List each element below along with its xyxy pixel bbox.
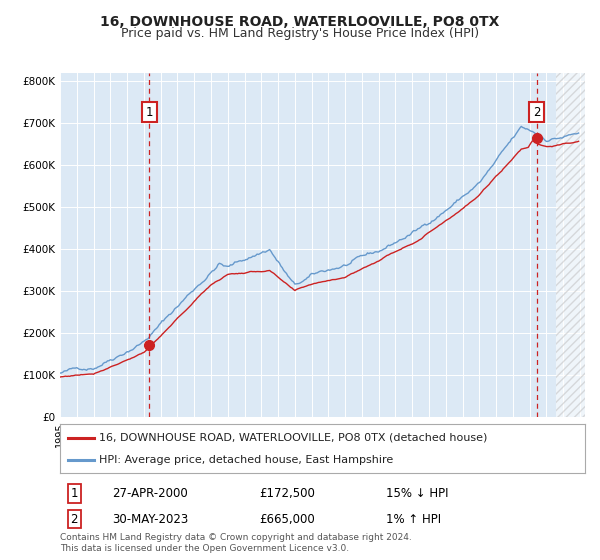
Text: 1% ↑ HPI: 1% ↑ HPI (386, 513, 440, 526)
Text: 15% ↓ HPI: 15% ↓ HPI (386, 487, 448, 500)
Text: £172,500: £172,500 (260, 487, 316, 500)
Text: HPI: Average price, detached house, East Hampshire: HPI: Average price, detached house, East… (100, 455, 394, 465)
Text: 2: 2 (533, 106, 540, 119)
Text: 27-APR-2000: 27-APR-2000 (113, 487, 188, 500)
Text: 30-MAY-2023: 30-MAY-2023 (113, 513, 189, 526)
Bar (556, 73, 600, 417)
Text: Contains HM Land Registry data © Crown copyright and database right 2024.
This d: Contains HM Land Registry data © Crown c… (60, 533, 412, 553)
Text: £665,000: £665,000 (260, 513, 315, 526)
Text: 16, DOWNHOUSE ROAD, WATERLOOVILLE, PO8 0TX (detached house): 16, DOWNHOUSE ROAD, WATERLOOVILLE, PO8 0… (100, 433, 488, 443)
Text: 1: 1 (71, 487, 78, 500)
Text: Price paid vs. HM Land Registry's House Price Index (HPI): Price paid vs. HM Land Registry's House … (121, 27, 479, 40)
Text: 16, DOWNHOUSE ROAD, WATERLOOVILLE, PO8 0TX: 16, DOWNHOUSE ROAD, WATERLOOVILLE, PO8 0… (100, 15, 500, 29)
Text: 2: 2 (71, 513, 78, 526)
Text: 1: 1 (145, 106, 153, 119)
